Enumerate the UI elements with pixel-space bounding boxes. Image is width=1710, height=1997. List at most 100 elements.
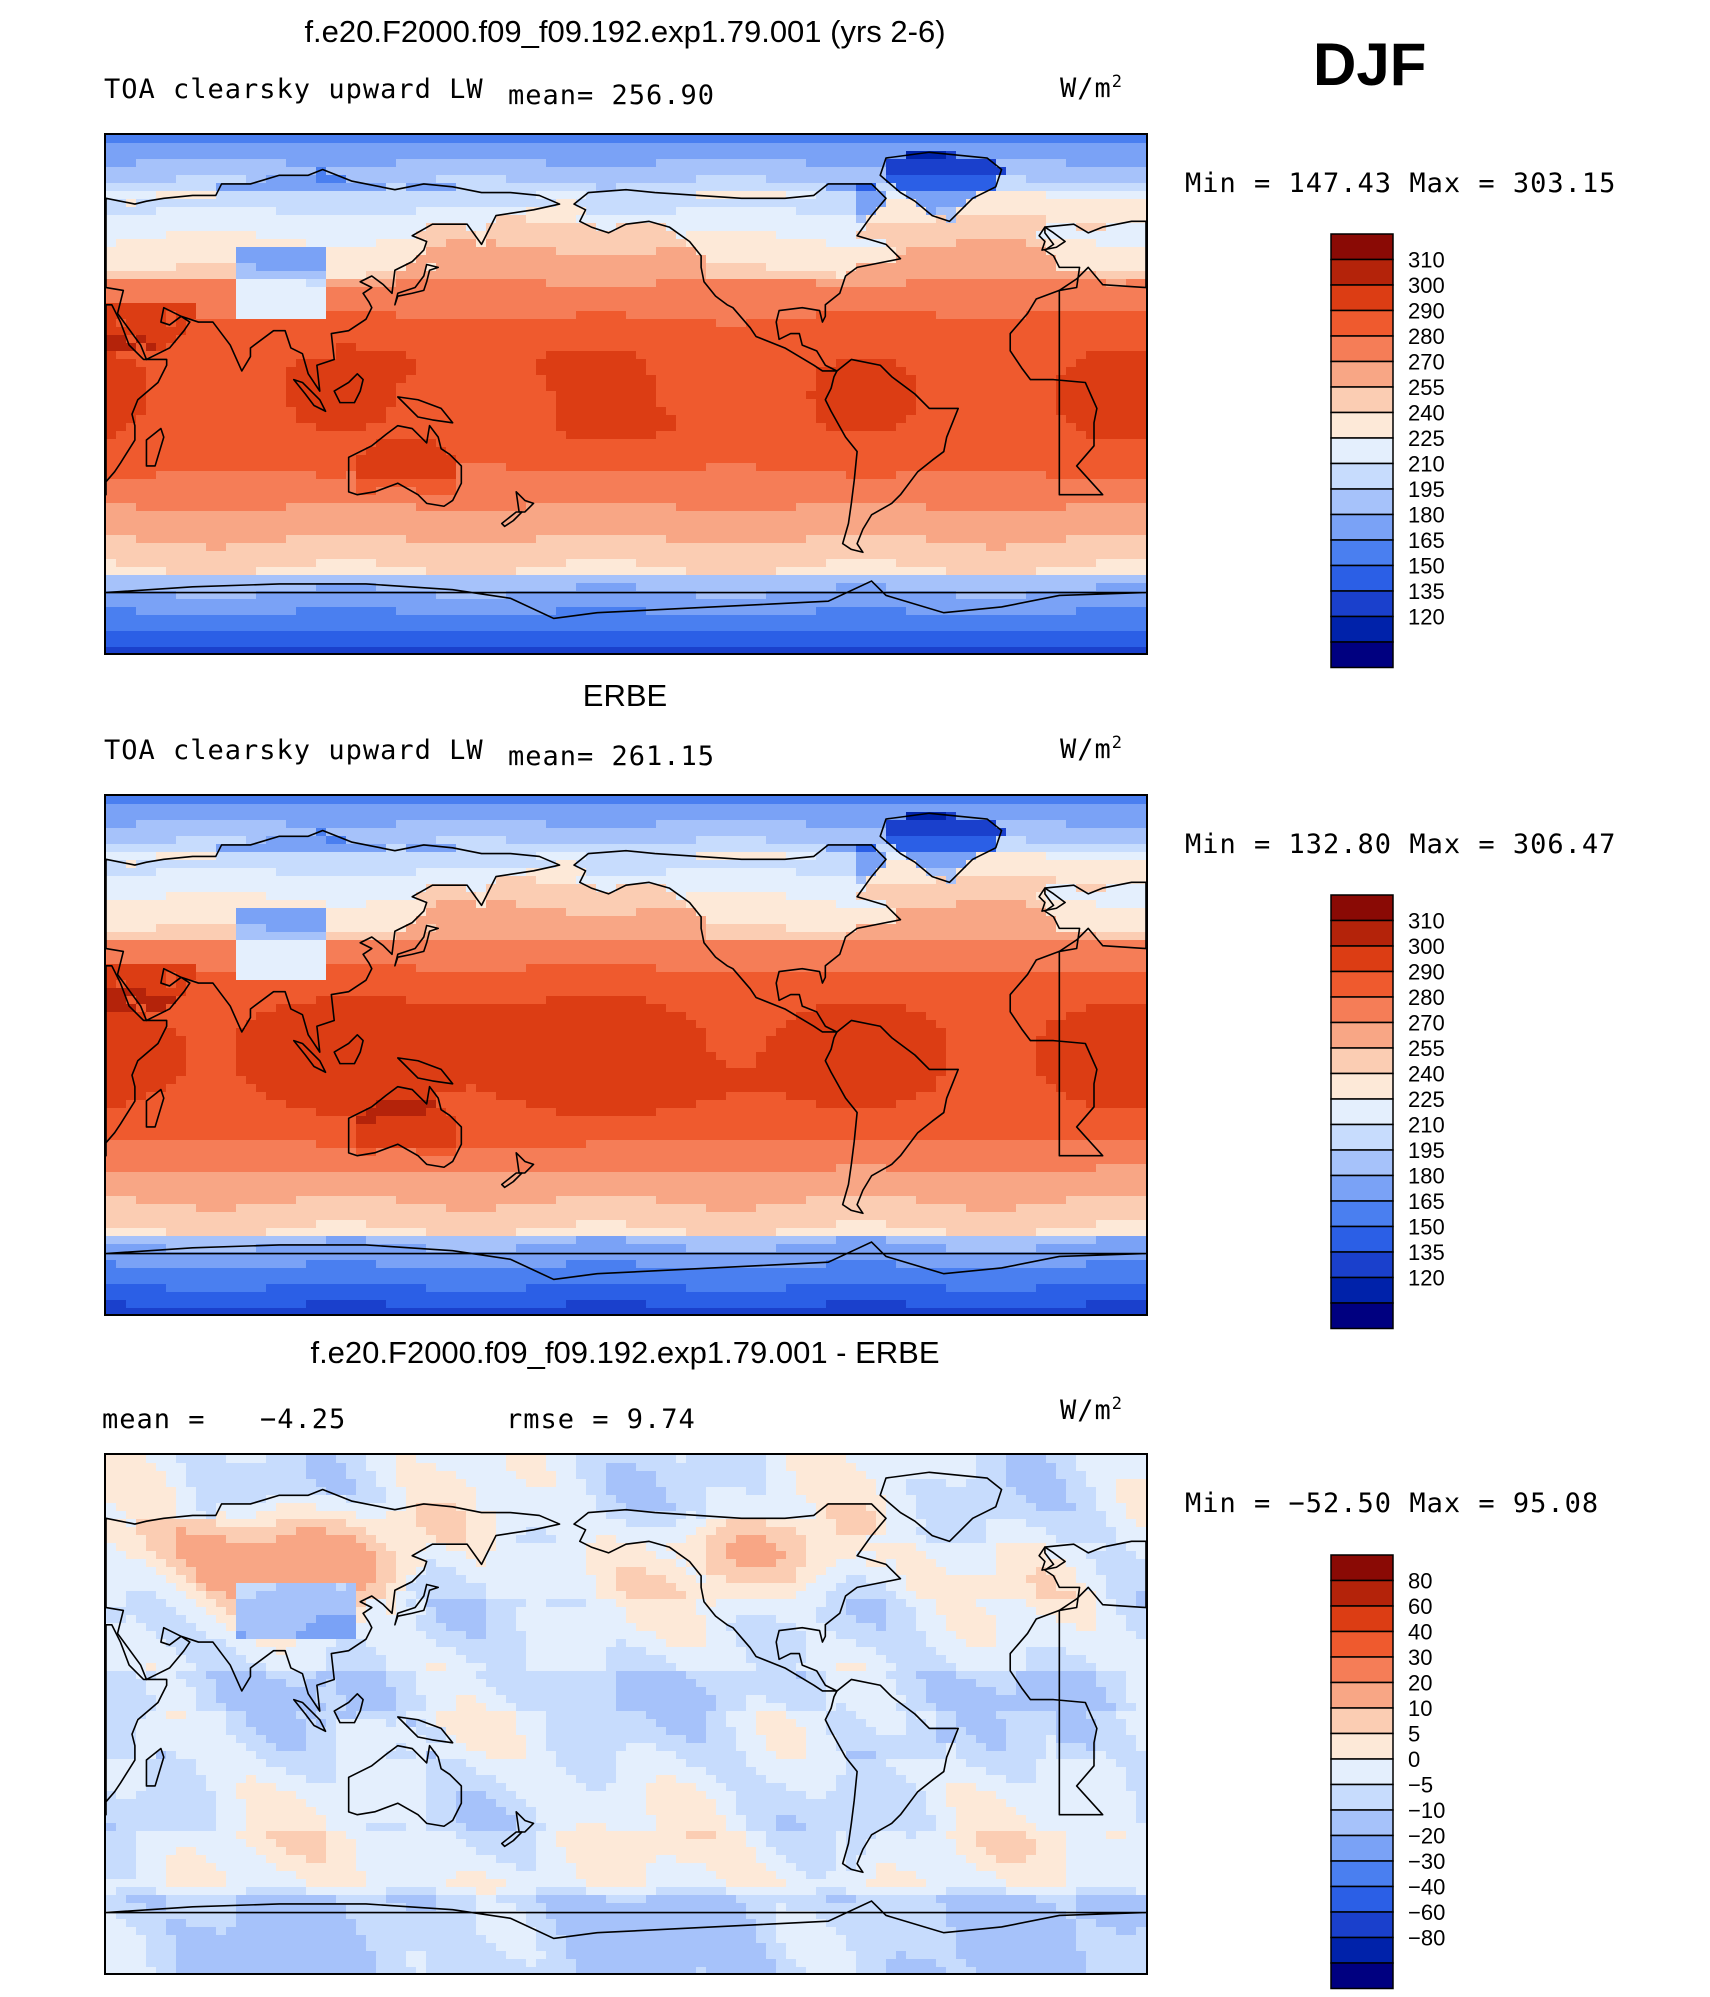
panel-1-minmax: Min = 147.43 Max = 303.15 [1185,168,1616,199]
colorbar-tick-label: 255 [1408,375,1445,400]
colorbar-swatch [1330,945,1394,973]
coastline-nz [515,491,535,513]
colorbar-swatch [1330,462,1394,490]
colorbar-tick-label: 280 [1408,324,1445,349]
colorbar-swatch [1330,335,1394,363]
colorbar-swatch [1330,1276,1394,1304]
colorbar-swatch [1330,1605,1394,1633]
colorbar-swatch [1330,284,1394,312]
panel-1-unit: W/m2 [1060,72,1123,104]
colorbar-tick-label: 225 [1408,426,1445,451]
panel-3-map [104,1453,1148,1975]
colorbar-swatch [1330,1809,1394,1837]
colorbar-tick-label: 150 [1408,1215,1445,1240]
colorbar-swatch [1330,1123,1394,1151]
colorbar-swatch [1330,1732,1394,1760]
coastline-africaW [1009,1609,1104,1816]
coastline-antarctica [106,1900,1146,1940]
colorbar-svg: 3103002902802702552402252101951801651501… [1330,894,1445,1330]
colorbar-tick-label: 10 [1408,1696,1432,1721]
colorbar-swatch [1330,564,1394,592]
colorbar-tick-label: 80 [1408,1569,1432,1594]
coastline-namerica [573,1503,902,1692]
colorbar-tick-label: 165 [1408,528,1445,553]
coastline-greenland [879,812,1003,884]
colorbar-swatch [1330,1047,1394,1075]
coastline-eurasia [106,1488,561,1712]
panel-1-map [104,133,1148,655]
panel-3-colorbar: 80 60 40 30 20 10 5 0 −5 −10 −20 −30 −40 −60 −80 [1330,1554,1510,1997]
colorbar-swatch [1330,641,1394,669]
coastline-newguinea [396,1716,454,1744]
panel-3-title: f.e20.F2000.f09_f09.192.exp1.79.001 - ER… [105,1335,1145,1371]
panel-3-mean-label: mean = [102,1404,206,1435]
colorbar-tick-label: 30 [1408,1645,1432,1670]
colorbar-tick-label: 135 [1408,579,1445,604]
coastline-sumatra [292,1698,327,1733]
coastline-australia [347,1085,463,1169]
panel-1-colorbar: 310 300 290 280 270 255 240 225 210 195 180 165 150 1… [1330,233,1510,676]
colorbar-tick-label: 180 [1408,1164,1445,1189]
colorbar-swatch [1330,1149,1394,1177]
colorbar-tick-label: 290 [1408,960,1445,985]
colorbar-swatch [1330,1681,1394,1709]
colorbar-swatch [1330,1225,1394,1253]
colorbar-tick-label: 240 [1408,401,1445,426]
coastline-nz [515,1152,535,1174]
colorbar-tick-label: 120 [1408,1266,1445,1291]
colorbar-swatch [1330,1072,1394,1100]
coastline-africa [106,1623,168,1816]
colorbar-tick-label: −40 [1408,1875,1445,1900]
colorbar-tick-label: 5 [1408,1722,1420,1747]
panel-3-map-svg [106,1455,1146,1973]
coastline-eurasia [106,168,561,392]
coastline-nz [515,1811,535,1833]
coastline-australia [347,424,463,508]
colorbar-tick-label: −20 [1408,1824,1445,1849]
colorbar-swatch [1330,590,1394,618]
coastline-namerica [573,844,902,1033]
coastline-samerica [824,358,960,554]
colorbar-swatch [1330,1251,1394,1279]
coastline-borneo [333,373,364,404]
colorbar-swatch [1330,1758,1394,1786]
colorbar-tick-label: 310 [1408,248,1445,273]
colorbar-tick-label: 300 [1408,934,1445,959]
coastline-eurasia [106,829,561,1053]
colorbar-swatch [1330,970,1394,998]
colorbar-tick-label: 180 [1408,503,1445,528]
colorbar-swatch [1330,1579,1394,1607]
colorbar-swatch [1330,1656,1394,1684]
colorbar-tick-label: −80 [1408,1926,1445,1951]
coastline-nz2 [500,1172,523,1189]
colorbar-swatch [1330,615,1394,643]
colorbar-swatch [1330,1021,1394,1049]
colorbar-swatch [1330,1885,1394,1913]
colorbar-swatch [1330,1174,1394,1202]
coastline-europeW [1044,220,1146,292]
colorbar-swatch [1330,233,1394,261]
colorbar-swatch [1330,258,1394,286]
coastline-madagascar [145,427,165,467]
panel-2-unit: W/m2 [1060,733,1123,765]
coastline-uk [1038,1546,1066,1571]
coastline-antarctica [106,1241,1146,1281]
coastline-africa [106,303,168,496]
panel-1-title: f.e20.F2000.f09_f09.192.exp1.79.001 (yrs… [105,14,1145,50]
colorbar-tick-label: 310 [1408,909,1445,934]
coastline-sumatra [292,378,327,413]
coastline-samerica [824,1678,960,1874]
coastline-antarctica [106,580,1146,620]
coastline-africa [106,964,168,1157]
colorbar-tick-label: 195 [1408,1138,1445,1163]
coastline-nz2 [500,511,523,528]
colorbar-tick-label: 290 [1408,299,1445,324]
colorbar-swatch [1330,1302,1394,1330]
coastline-japan [394,263,440,306]
coastline-australia [347,1744,463,1828]
colorbar-swatch [1330,894,1394,922]
colorbar-swatch [1330,360,1394,388]
coastline-africaW [1009,289,1104,496]
colorbar-swatch [1330,488,1394,516]
